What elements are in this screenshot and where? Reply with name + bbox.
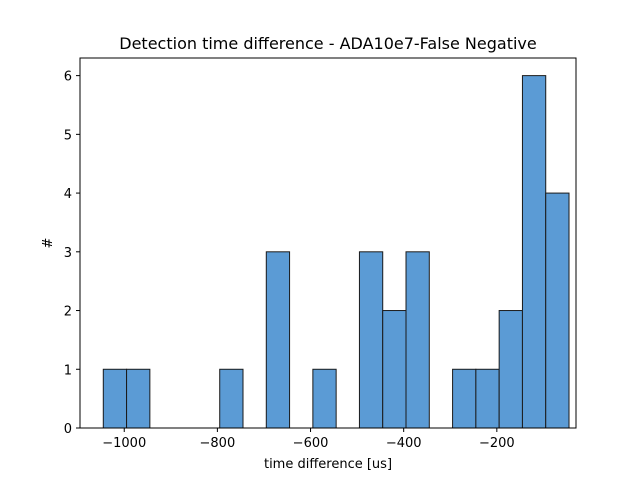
x-tick-label: −800 xyxy=(200,436,236,451)
x-axis-label: time difference [us] xyxy=(264,457,392,472)
x-axis: −1000 −800 −600 −400 −200 xyxy=(102,428,515,451)
y-tick-label: 2 xyxy=(64,305,72,320)
histogram-bar-11 xyxy=(521,75,547,429)
histogram-bar-10 xyxy=(498,310,523,429)
histogram-bar-6 xyxy=(382,310,407,429)
histogram-bar-0 xyxy=(102,368,128,429)
chart-title: Detection time difference - ADA10e7-Fals… xyxy=(119,34,536,53)
histogram-bar-7 xyxy=(405,251,430,429)
histogram-bar-3 xyxy=(265,251,291,429)
x-tick-label: −200 xyxy=(479,436,515,451)
y-tick-label: 3 xyxy=(64,246,72,261)
histogram-bar-1 xyxy=(126,368,151,429)
x-tick-label: −1000 xyxy=(102,436,146,451)
y-axis: 0 1 2 3 4 5 6 xyxy=(64,70,80,437)
y-tick-label: 0 xyxy=(64,422,72,437)
histogram-bar-2 xyxy=(219,368,244,429)
x-tick-label: −600 xyxy=(293,436,329,451)
histogram-bar-12 xyxy=(545,192,570,429)
y-tick-label: 6 xyxy=(64,70,72,85)
y-tick-label: 1 xyxy=(64,363,72,378)
histogram-bar-9 xyxy=(475,368,500,429)
y-tick-label: 5 xyxy=(64,128,72,143)
x-tick-label: −400 xyxy=(386,436,422,451)
histogram-bar-4 xyxy=(312,368,337,429)
histogram-bar-5 xyxy=(358,251,384,429)
plot-frame xyxy=(79,57,577,429)
y-tick-label: 4 xyxy=(64,187,72,202)
histogram-bar-8 xyxy=(452,368,477,429)
y-axis-label: # xyxy=(41,238,56,249)
